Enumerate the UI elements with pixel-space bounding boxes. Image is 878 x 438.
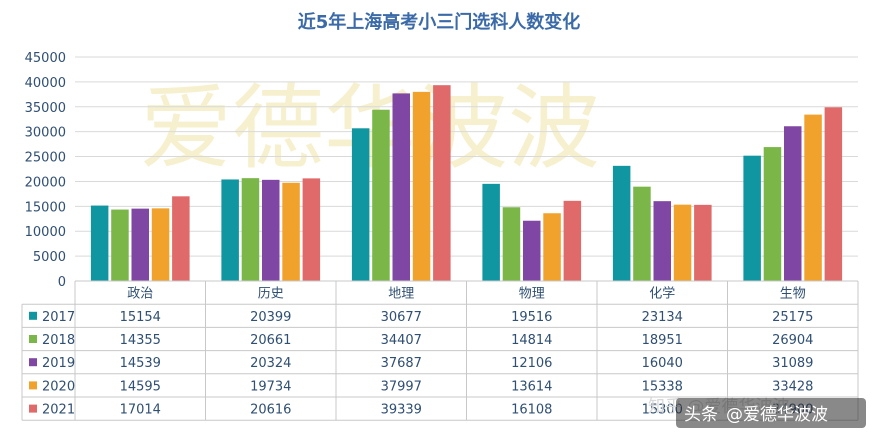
data-label: 16040 xyxy=(642,356,683,371)
data-label: 19516 xyxy=(511,310,552,325)
y-tick-label: 40000 xyxy=(25,76,66,91)
data-label: 16108 xyxy=(511,403,552,418)
data-label: 25175 xyxy=(772,310,813,325)
data-label: 14595 xyxy=(120,379,161,394)
bar-2020-物理 xyxy=(543,213,561,281)
bar-2021-生物 xyxy=(824,107,843,281)
category-label: 政治 xyxy=(127,287,153,302)
bar-2020-历史 xyxy=(282,182,300,281)
data-label: 20616 xyxy=(250,403,291,418)
category-label: 物理 xyxy=(519,287,545,302)
y-tick-label: 35000 xyxy=(25,101,66,116)
data-label: 19734 xyxy=(250,379,291,394)
data-label: 37687 xyxy=(381,356,422,371)
credit-backdrop xyxy=(676,398,866,428)
y-tick-label: 20000 xyxy=(25,175,66,190)
bar-2017-地理 xyxy=(351,128,370,281)
bar-2018-地理 xyxy=(372,109,390,281)
legend-label: 2019 xyxy=(42,356,75,371)
chart-title: 近5年上海高考小三门选科人数变化 xyxy=(298,11,581,33)
data-label: 20399 xyxy=(250,310,291,325)
category-label: 化学 xyxy=(649,286,675,302)
data-label: 39339 xyxy=(381,403,422,418)
bar-2019-生物 xyxy=(784,126,802,281)
data-label: 20661 xyxy=(250,333,291,348)
data-label: 12106 xyxy=(511,356,552,371)
y-tick-label: 30000 xyxy=(25,126,66,141)
data-label: 30677 xyxy=(381,310,422,325)
y-tick-label: 15000 xyxy=(25,200,66,215)
data-label: 15338 xyxy=(642,379,683,394)
data-label: 17014 xyxy=(120,403,161,418)
category-label: 地理 xyxy=(388,287,414,302)
credit-platform: 头条 xyxy=(684,405,718,425)
credit-overlay: 知乎 @爱德华波波 头条 @爱德华波波 xyxy=(648,397,866,428)
data-label: 14814 xyxy=(511,333,552,348)
bar-2017-生物 xyxy=(743,155,761,281)
legend-swatch-2020 xyxy=(29,381,37,390)
bar-2021-物理 xyxy=(563,200,582,281)
data-label: 15154 xyxy=(120,310,161,325)
bar-2018-物理 xyxy=(502,207,521,281)
category-label: 历史 xyxy=(258,287,284,302)
data-label: 33428 xyxy=(772,379,813,394)
data-label: 23134 xyxy=(642,310,683,325)
data-label: 18951 xyxy=(642,333,683,348)
bar-2017-化学 xyxy=(612,165,631,281)
bar-2021-政治 xyxy=(172,196,190,281)
legend-swatch-2018 xyxy=(29,335,37,343)
bar-2020-地理 xyxy=(412,91,431,281)
watermark: 爱德华波波 xyxy=(140,75,600,182)
data-label: 31089 xyxy=(772,356,813,371)
bar-2018-历史 xyxy=(241,178,260,281)
category-label: 生物 xyxy=(780,287,806,302)
legend-swatch-2017 xyxy=(29,311,37,320)
bar-2018-生物 xyxy=(763,147,782,281)
bar-2018-化学 xyxy=(633,186,651,281)
bar-2019-物理 xyxy=(523,220,541,281)
bar-2020-政治 xyxy=(151,208,170,281)
bar-2019-历史 xyxy=(262,179,280,281)
legend-swatch-2021 xyxy=(29,404,37,413)
y-tick-label: 25000 xyxy=(25,151,66,166)
data-label: 34407 xyxy=(381,333,422,348)
legend-label: 2018 xyxy=(42,333,75,348)
bar-2021-化学 xyxy=(694,204,712,281)
bar-2021-地理 xyxy=(433,85,451,281)
bar-2017-政治 xyxy=(90,205,109,281)
data-label: 14355 xyxy=(120,333,161,348)
bar-2019-地理 xyxy=(392,93,410,281)
y-tick-label: 45000 xyxy=(25,51,66,66)
legend-label: 2021 xyxy=(42,403,75,418)
bar-2017-物理 xyxy=(482,183,500,281)
y-tick-label: 0 xyxy=(58,275,66,290)
credit-author: @爱德华波波 xyxy=(726,405,828,425)
bar-2021-历史 xyxy=(302,178,321,281)
legend-label: 2017 xyxy=(42,310,75,325)
y-tick-label: 5000 xyxy=(33,250,66,265)
y-tick-label: 10000 xyxy=(25,225,66,240)
data-label: 26904 xyxy=(772,333,813,348)
bar-2019-政治 xyxy=(131,208,149,281)
data-label: 37997 xyxy=(381,379,422,394)
legend-swatch-2019 xyxy=(29,358,37,367)
bar-2020-化学 xyxy=(673,204,692,281)
bar-2019-化学 xyxy=(653,201,671,281)
data-label: 14539 xyxy=(120,356,161,371)
data-label: 13614 xyxy=(511,379,552,394)
bar-2017-历史 xyxy=(221,179,239,281)
bar-2020-生物 xyxy=(804,114,822,281)
data-label: 15300 xyxy=(642,403,683,418)
data-label: 20324 xyxy=(250,356,291,371)
bar-2018-政治 xyxy=(111,209,129,281)
legend-label: 2020 xyxy=(42,379,75,394)
